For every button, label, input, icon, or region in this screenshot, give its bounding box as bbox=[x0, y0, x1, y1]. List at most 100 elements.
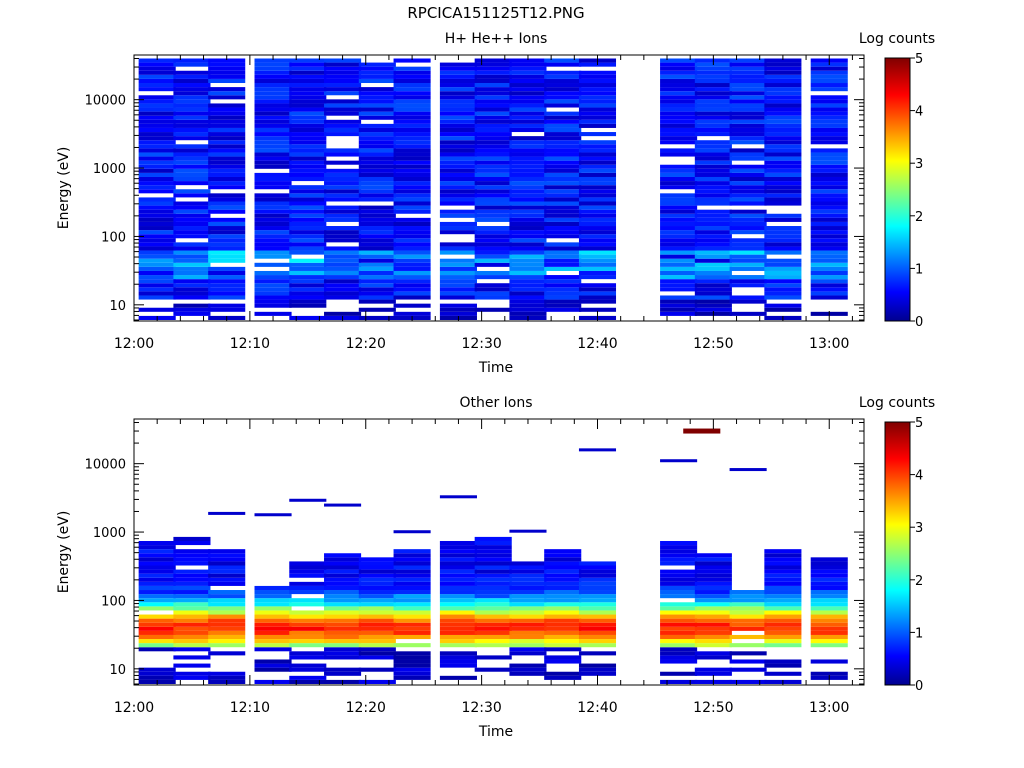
spectrogram-cell bbox=[358, 667, 396, 672]
spectrogram-cell bbox=[138, 111, 176, 116]
spectrogram-cell bbox=[439, 127, 477, 133]
spectrogram-cell bbox=[810, 581, 848, 586]
spectrogram-cell bbox=[729, 91, 767, 96]
spectrogram-cell bbox=[289, 598, 327, 603]
spectrogram-cell bbox=[694, 201, 732, 206]
spectrogram-cell bbox=[729, 614, 767, 619]
spectrogram-cell bbox=[694, 209, 732, 214]
spectrogram-cell bbox=[439, 144, 477, 149]
spectrogram-cell bbox=[694, 626, 732, 631]
spectrogram-cell bbox=[660, 181, 698, 186]
spectrogram-cell bbox=[474, 614, 512, 619]
spectrogram-cell bbox=[439, 561, 477, 566]
spectrogram-cell bbox=[544, 132, 582, 137]
spectrogram-cell bbox=[810, 107, 848, 112]
spectrogram-cell bbox=[289, 569, 327, 574]
spectrogram-cell bbox=[254, 197, 292, 202]
spectrogram-cell bbox=[578, 307, 617, 312]
spectrogram-cell bbox=[578, 610, 617, 615]
spectrogram-cell bbox=[764, 639, 802, 644]
spectrogram-cell bbox=[439, 577, 477, 582]
spectrogram-cell bbox=[810, 671, 848, 676]
spectrogram-cell bbox=[660, 238, 698, 243]
spectrogram-cell bbox=[254, 585, 292, 591]
spectrogram-cell bbox=[173, 291, 211, 296]
spectrogram-cell bbox=[660, 246, 698, 251]
spectrogram-cell bbox=[173, 630, 211, 635]
spectrogram-cell bbox=[393, 254, 431, 259]
spectrogram-cell bbox=[289, 655, 327, 660]
spectrogram-cell bbox=[764, 213, 802, 218]
spectrogram-cell bbox=[578, 561, 617, 566]
spectrogram-cell bbox=[138, 201, 176, 206]
spectrogram-cell bbox=[324, 643, 362, 648]
spectrogram-cell bbox=[173, 160, 211, 165]
spectrogram-cell bbox=[358, 581, 396, 586]
spectrogram-cell bbox=[578, 74, 617, 79]
spectrogram-cell bbox=[324, 598, 362, 603]
spectrogram-cell bbox=[138, 585, 176, 591]
spectrogram-cell bbox=[660, 258, 698, 263]
spectrogram-cell bbox=[393, 91, 431, 96]
spectrogram-cell bbox=[694, 66, 732, 71]
spectrogram-cell bbox=[694, 185, 732, 190]
spectrogram-cell bbox=[173, 172, 211, 177]
spectrogram-cell bbox=[578, 590, 617, 595]
spectrogram-cell bbox=[810, 99, 848, 104]
spectrogram-cell bbox=[173, 594, 211, 599]
spectrogram-cell bbox=[474, 553, 512, 558]
spectrogram-cell bbox=[289, 193, 327, 198]
spectrogram-cell bbox=[208, 651, 246, 656]
spectrogram-cell bbox=[439, 193, 477, 198]
spectrogram-cell bbox=[810, 270, 848, 276]
spectrogram-cell bbox=[208, 197, 246, 202]
spectrogram-cell bbox=[578, 83, 617, 88]
spectrogram-cell bbox=[509, 123, 547, 128]
spectrogram-cell bbox=[544, 115, 582, 120]
spectrogram-cell bbox=[544, 655, 582, 660]
spectrogram-cell bbox=[324, 275, 362, 280]
spectrogram-cell bbox=[358, 87, 396, 92]
spectrogram-cell bbox=[173, 156, 211, 161]
spectrogram-cell bbox=[578, 565, 617, 570]
y-tick: 1000 bbox=[93, 526, 864, 541]
spectrogram-cell bbox=[694, 581, 732, 586]
colorbar-tick-label: 2 bbox=[915, 210, 923, 225]
spectrogram-cell bbox=[729, 95, 767, 100]
spectrogram-cell bbox=[764, 74, 802, 79]
spectrogram-cell bbox=[509, 585, 547, 591]
spectrogram-cell bbox=[474, 148, 512, 153]
y-tick-label: 1000 bbox=[93, 162, 126, 177]
spectrogram-cell bbox=[509, 307, 547, 312]
spectrogram-cell bbox=[474, 230, 512, 235]
spectrogram-cell bbox=[729, 209, 767, 214]
spectrogram-cell bbox=[694, 230, 732, 235]
spectrogram-cell bbox=[660, 549, 698, 554]
spectrogram-cell bbox=[393, 164, 431, 169]
spectrogram-cell bbox=[208, 250, 246, 255]
spectrogram-cell bbox=[324, 99, 362, 104]
spectrogram-cell bbox=[729, 242, 767, 247]
spectrogram-cell bbox=[660, 590, 698, 595]
spectrogram-cell bbox=[729, 622, 767, 627]
spectrogram-cell bbox=[660, 176, 698, 182]
spectrogram-cell bbox=[509, 279, 547, 284]
spectrogram-cell bbox=[660, 634, 698, 640]
spectrogram-cell bbox=[289, 565, 327, 570]
spectrogram-cell bbox=[764, 606, 802, 611]
spectrogram-cell bbox=[810, 602, 848, 607]
spectrogram-cell bbox=[138, 639, 176, 644]
spectrogram-cell bbox=[393, 618, 431, 623]
spectrogram-cell bbox=[578, 618, 617, 623]
spectrogram-cell bbox=[544, 197, 582, 202]
spectrogram-cell bbox=[324, 172, 362, 177]
spectrogram-cell bbox=[173, 91, 211, 96]
spectrogram-cell bbox=[173, 205, 211, 210]
spectrogram-cell bbox=[393, 221, 431, 227]
spectrogram-cell bbox=[393, 205, 431, 210]
spectrogram-cell bbox=[289, 66, 327, 71]
spectrogram-cell bbox=[509, 529, 547, 533]
spectrogram-cell bbox=[138, 614, 176, 619]
spectrogram-cell bbox=[578, 287, 617, 292]
spectrogram-cell bbox=[358, 78, 396, 84]
